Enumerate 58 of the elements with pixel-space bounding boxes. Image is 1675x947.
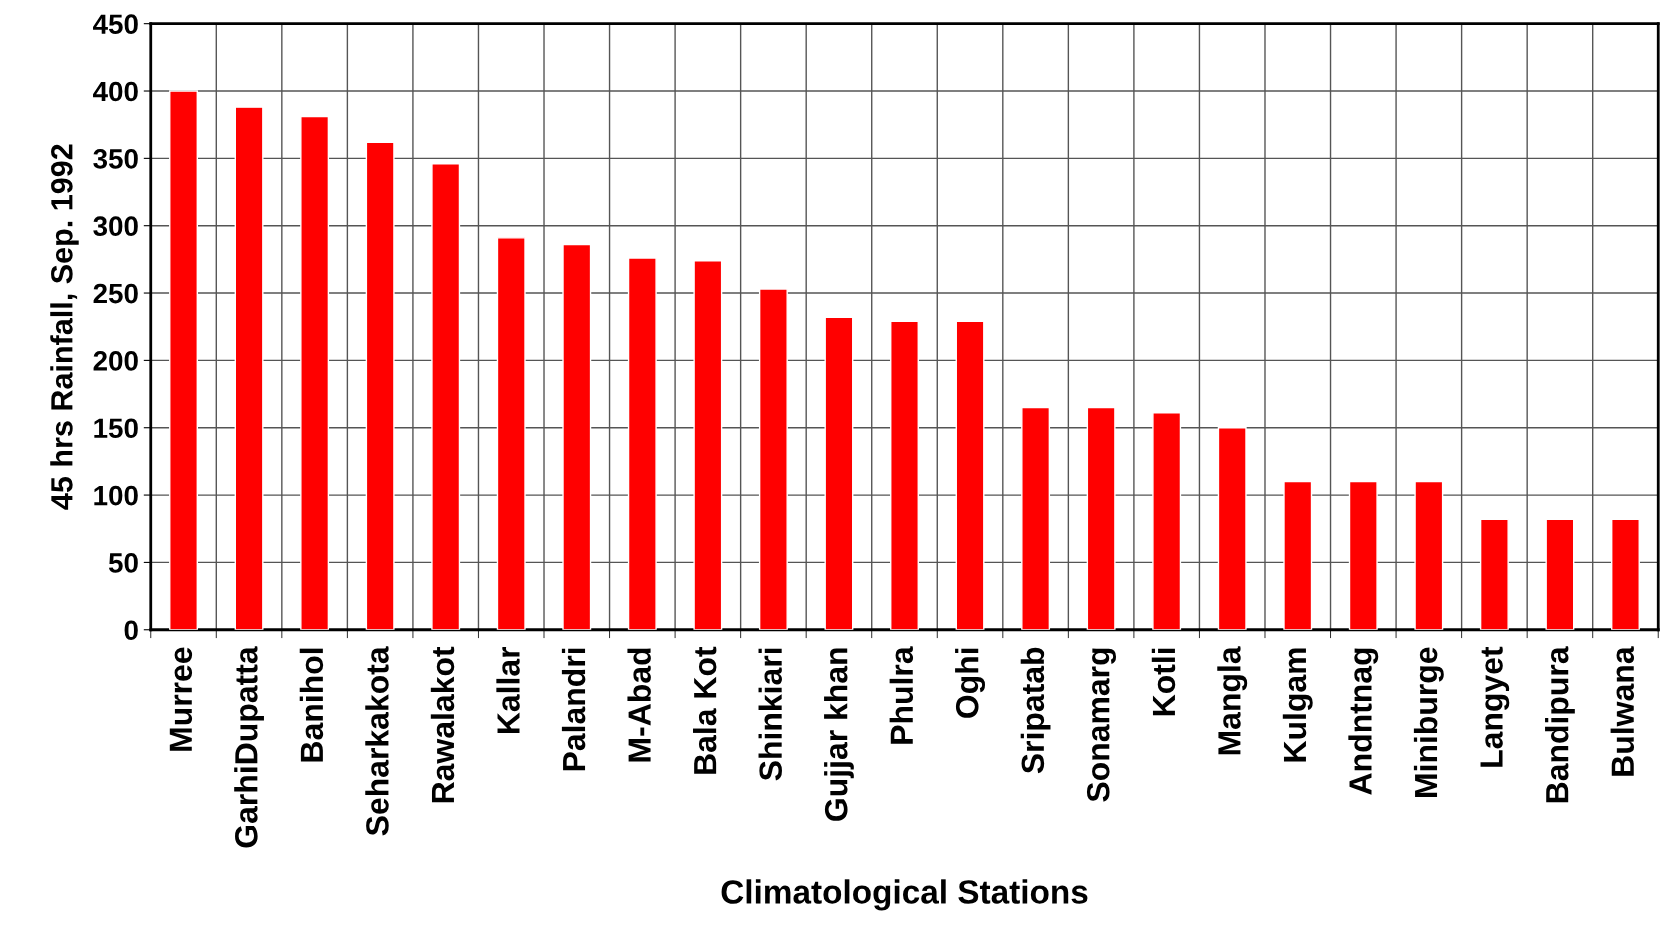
y-tick-label: 100 bbox=[94, 485, 138, 506]
y-tick-label: 0 bbox=[124, 620, 138, 641]
bar bbox=[1414, 480, 1444, 630]
x-tick-label: Oghi bbox=[955, 648, 985, 718]
x-tick-label: Banihol bbox=[299, 648, 324, 762]
bar bbox=[1545, 518, 1575, 630]
bar bbox=[1152, 412, 1182, 630]
bar bbox=[496, 237, 526, 630]
bar bbox=[890, 320, 919, 630]
y-tick-label: 350 bbox=[93, 149, 138, 169]
x-tick-label: Kallar bbox=[496, 646, 520, 734]
y-tick-label: 50 bbox=[108, 553, 138, 573]
x-tick-label: Bandipura bbox=[1545, 646, 1575, 803]
x-tick-label: Palandri bbox=[561, 648, 586, 771]
x-tick-label: Sonamarg bbox=[1086, 648, 1117, 802]
bar bbox=[1021, 406, 1051, 630]
y-tick-label: 200 bbox=[93, 351, 138, 371]
x-tick-label: M-Abad bbox=[627, 648, 651, 762]
x-tick-label: Phulra bbox=[889, 646, 914, 744]
x-tick-label: Bulwana bbox=[1610, 646, 1635, 776]
bar bbox=[1283, 480, 1313, 630]
bar bbox=[169, 90, 198, 630]
bar bbox=[824, 316, 854, 630]
x-axis-title: Climatological Stations bbox=[721, 879, 1088, 911]
x-tick-label: Gujjar khan bbox=[824, 648, 854, 821]
x-tick-label: Mangla bbox=[1217, 646, 1248, 755]
bar bbox=[300, 115, 330, 630]
x-tick-label: GarhiDupatta bbox=[234, 646, 264, 848]
y-tick-label: 300 bbox=[93, 216, 138, 237]
x-tick-label: Rawalakot bbox=[430, 646, 455, 803]
x-tick-label: Kotli bbox=[1151, 648, 1176, 716]
bar bbox=[234, 106, 264, 630]
x-tick-label: Seharkakota bbox=[365, 646, 389, 836]
bar bbox=[365, 141, 395, 630]
y-tick-label: 250 bbox=[93, 283, 138, 304]
bar bbox=[1479, 518, 1509, 630]
x-tick-label: Shinkiari bbox=[758, 648, 782, 781]
bar bbox=[1086, 406, 1116, 630]
y-tick-label: 450 bbox=[93, 14, 138, 35]
bar bbox=[431, 163, 461, 630]
y-tick-label: 400 bbox=[93, 81, 138, 102]
bar bbox=[627, 257, 657, 630]
bar bbox=[1611, 518, 1640, 630]
x-tick-label: Bala Kot bbox=[692, 646, 717, 774]
bar bbox=[562, 243, 592, 630]
x-tick-label: Andntnag bbox=[1348, 648, 1379, 795]
y-axis-title: 45 hrs Rainfall, Sep. 1992 bbox=[50, 144, 79, 510]
x-tick-label: Sripatab bbox=[1020, 647, 1051, 774]
x-tick-label: Murree bbox=[169, 647, 193, 751]
bar bbox=[758, 288, 788, 630]
bar bbox=[693, 260, 723, 630]
bar bbox=[1348, 480, 1378, 630]
bar bbox=[1217, 427, 1247, 630]
bar bbox=[955, 320, 985, 630]
y-tick-label: 150 bbox=[94, 418, 138, 439]
x-tick-label: Miniburge bbox=[1413, 647, 1444, 797]
x-tick-label: Kulgam bbox=[1282, 648, 1313, 762]
x-tick-label: Langyet bbox=[1480, 646, 1510, 767]
